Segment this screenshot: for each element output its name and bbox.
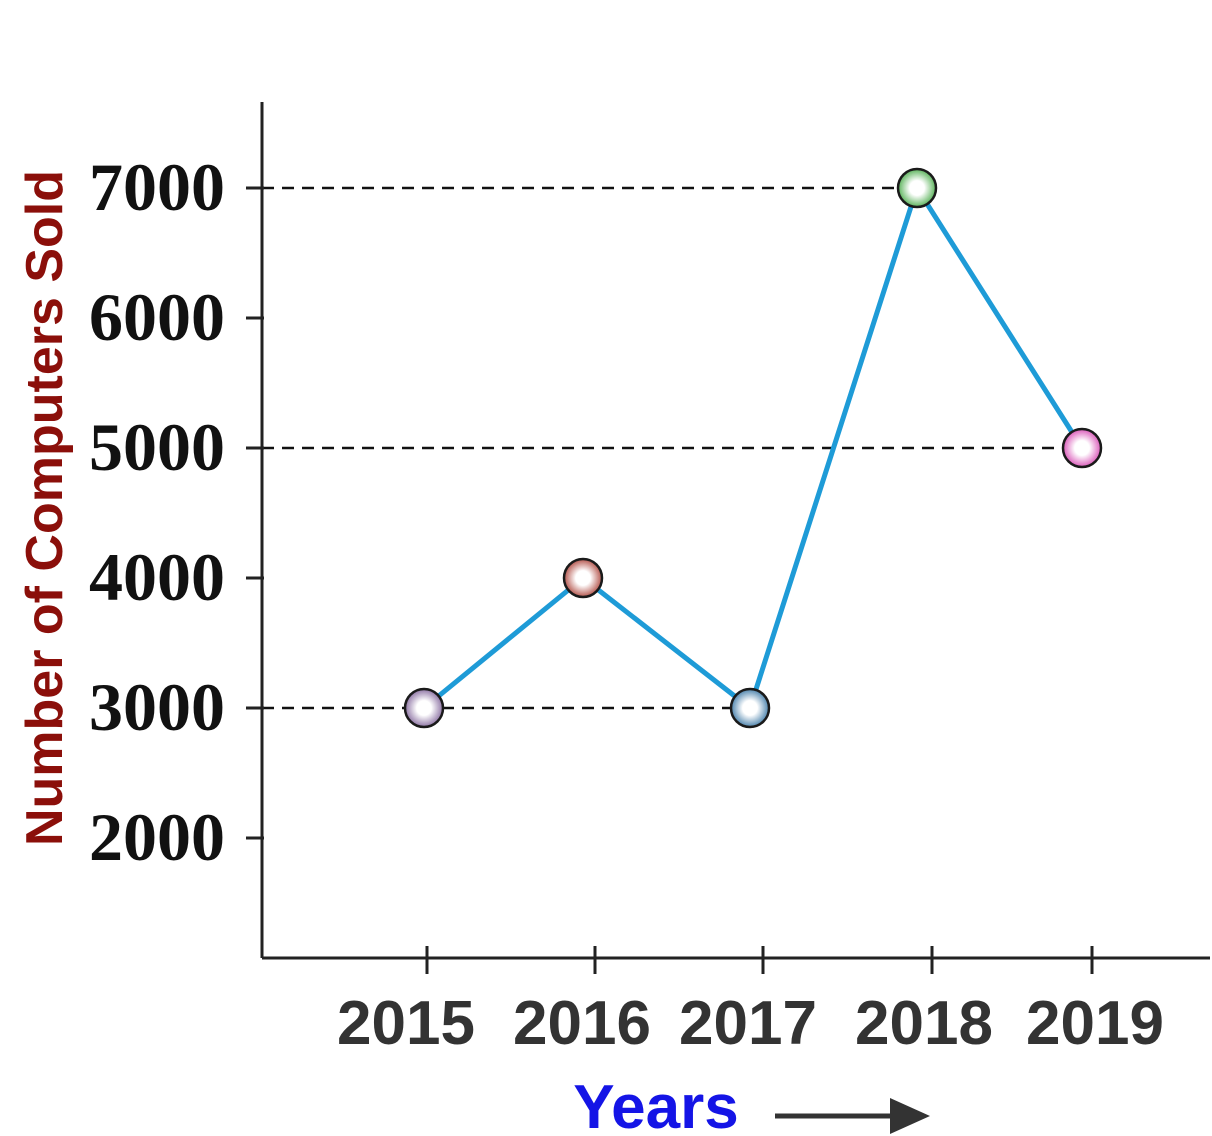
y-tick-label: 3000 — [89, 669, 225, 745]
x-tick-label: 2017 — [679, 989, 817, 1058]
data-point-2016 — [562, 557, 604, 599]
data-point-2019 — [1061, 427, 1103, 469]
x-tick-label: 2016 — [513, 989, 651, 1058]
x-tick-label: 2015 — [337, 989, 475, 1058]
reference-lines — [262, 186, 1082, 710]
x-ticks: 2015 2016 2017 2018 2019 — [337, 946, 1164, 1058]
y-ticks: 2000 3000 4000 5000 6000 7000 — [89, 149, 264, 875]
y-tick-label: 6000 — [89, 279, 225, 355]
x-tick-label: 2019 — [1026, 989, 1164, 1058]
x-axis-label: Years — [573, 1073, 739, 1136]
x-tick-label: 2018 — [855, 989, 993, 1058]
data-point-2018 — [896, 167, 938, 209]
y-tick-label: 2000 — [89, 799, 225, 875]
data-point-2017 — [729, 687, 771, 729]
y-axis-label: Number of Computers Sold — [16, 170, 74, 846]
y-tick-label: 4000 — [89, 539, 225, 615]
data-point-2015 — [403, 687, 445, 729]
y-tick-label: 5000 — [89, 409, 225, 485]
right-arrow-icon — [775, 1098, 930, 1134]
data-points — [403, 167, 1103, 729]
y-tick-label: 7000 — [89, 149, 225, 225]
